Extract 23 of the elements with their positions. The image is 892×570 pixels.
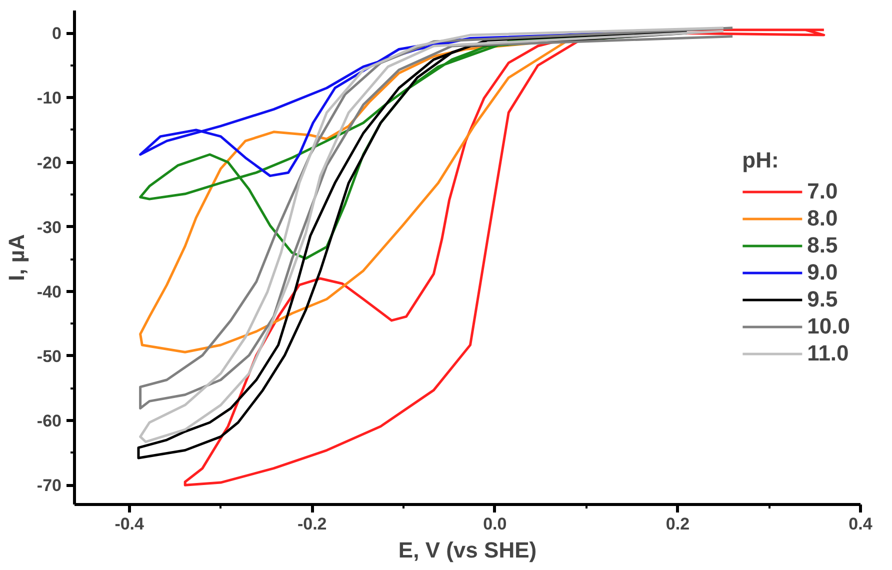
legend-label: 7.0 bbox=[807, 178, 838, 204]
legend-label: 11.0 bbox=[807, 340, 849, 366]
legend-label: 9.5 bbox=[807, 286, 838, 312]
y-tick-label: -30 bbox=[36, 218, 62, 237]
y-tick-label: -40 bbox=[36, 282, 62, 302]
legend-label: 8.5 bbox=[807, 232, 838, 258]
legend-title: pH: bbox=[742, 148, 780, 174]
x-axis-title: E, V (vs SHE) bbox=[398, 538, 537, 562]
y-tick-label: -70 bbox=[36, 476, 62, 496]
legend-label: 9.0 bbox=[807, 260, 838, 286]
x-tick-label: 0.0 bbox=[483, 514, 507, 534]
y-tick-label: -20 bbox=[36, 153, 62, 172]
y-tick-label: -50 bbox=[36, 346, 62, 366]
y-tick-label: 0 bbox=[52, 24, 62, 44]
x-tick-label: 0.4 bbox=[848, 514, 873, 534]
legend-label: 10.0 bbox=[807, 314, 850, 340]
y-tick-label: -10 bbox=[36, 88, 62, 108]
x-tick-label: -0.4 bbox=[114, 514, 145, 534]
y-axis-title: I, µA bbox=[4, 234, 29, 281]
y-tick-label: -60 bbox=[36, 412, 62, 431]
x-tick-label: -0.2 bbox=[297, 514, 327, 534]
x-tick-label: 0.2 bbox=[666, 514, 690, 534]
legend-label: 8.0 bbox=[807, 206, 838, 232]
